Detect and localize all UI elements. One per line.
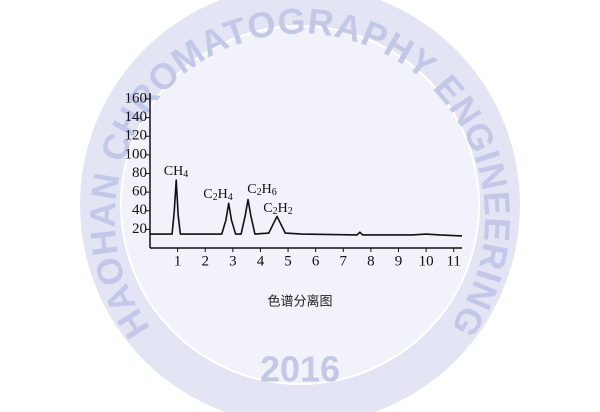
y-tick-label: 100 xyxy=(125,146,148,162)
peak-label: C2H6 xyxy=(247,182,276,198)
chromatogram-line xyxy=(150,179,463,237)
x-tick-label: 4 xyxy=(257,253,265,269)
watermark: HAOHAN CHROMATOGRAPHY ENGINEERING 2016 xyxy=(80,0,520,412)
watermark-year: 2016 xyxy=(260,349,340,390)
peak-label-part: 4 xyxy=(228,192,233,203)
x-tick-label: 7 xyxy=(340,253,348,269)
y-tick-label: 40 xyxy=(132,202,147,218)
y-tick-label: 60 xyxy=(132,184,147,200)
y-tick-label: 20 xyxy=(132,221,147,237)
x-tick-label: 2 xyxy=(201,253,209,269)
x-tick-label: 1 xyxy=(174,253,182,269)
x-tick-label: 10 xyxy=(419,253,434,269)
peak-label: C2H4 xyxy=(203,187,232,203)
peak-label: C2H2 xyxy=(263,201,292,217)
peak-label-part: H xyxy=(278,201,288,216)
y-tick-label: 160 xyxy=(125,90,148,106)
y-tick-label: 80 xyxy=(132,165,147,181)
peak-label-part: 6 xyxy=(272,187,277,198)
peak-label-part: 2 xyxy=(273,206,278,217)
y-tick-label: 120 xyxy=(125,128,148,144)
peak-label-part: 2 xyxy=(213,192,218,203)
watermark-disc xyxy=(122,27,478,383)
x-tick-label: 8 xyxy=(367,253,375,269)
x-tick-label: 6 xyxy=(312,253,320,269)
x-tick-label: 11 xyxy=(446,253,460,269)
peak-label-part: CH xyxy=(164,164,183,179)
peak-label-part: 4 xyxy=(183,169,188,180)
x-tick-label: 9 xyxy=(395,253,403,269)
peak-label-part: 2 xyxy=(288,206,293,217)
chart-caption: 色谱分离图 xyxy=(267,294,332,310)
peak-label-part: C xyxy=(203,187,212,202)
peak-label-part: C xyxy=(247,182,256,197)
watermark-ring xyxy=(80,0,520,412)
y-tick-label: 140 xyxy=(125,109,148,125)
peak-label-part: H xyxy=(262,182,272,197)
x-tick-label: 3 xyxy=(229,253,237,269)
peak-label-part: C xyxy=(263,201,272,216)
x-tick-label: 5 xyxy=(284,253,292,269)
peak-label-part: 2 xyxy=(257,187,262,198)
peak-label-part: H xyxy=(218,187,228,202)
peak-label: CH4 xyxy=(164,164,188,180)
